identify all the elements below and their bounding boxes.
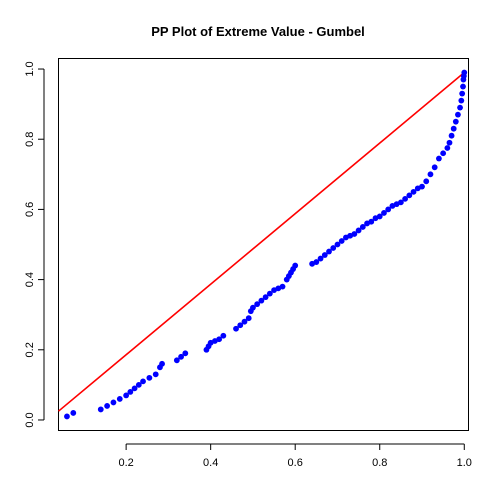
data-point: [123, 392, 130, 399]
data-point: [262, 294, 269, 301]
data-point: [279, 283, 286, 290]
data-point: [127, 388, 134, 395]
data-point: [351, 231, 358, 237]
data-point: [440, 150, 447, 157]
data-point: [460, 83, 466, 90]
data-point: [104, 403, 111, 409]
data-point: [326, 248, 332, 255]
data-point: [461, 69, 468, 76]
x-tick-label: 0.4: [203, 457, 218, 469]
data-point: [313, 259, 320, 265]
data-point: [97, 406, 104, 413]
data-point: [258, 297, 265, 304]
chart-title: PP Plot of Extreme Value - Gumbel: [151, 24, 365, 39]
data-point: [359, 224, 366, 230]
data-point: [410, 188, 417, 195]
data-point: [216, 336, 223, 343]
data-point: [152, 371, 159, 378]
data-point: [237, 322, 244, 329]
data-point: [448, 132, 455, 139]
data-point: [116, 396, 123, 402]
reference-line: [57, 71, 465, 412]
data-point: [458, 97, 465, 104]
data-point: [419, 183, 425, 190]
y-tick-label: 1.0: [24, 61, 36, 76]
data-point: [446, 139, 453, 146]
data-point: [292, 262, 299, 269]
data-point: [131, 385, 138, 392]
data-point: [381, 210, 387, 216]
data-point: [431, 164, 438, 171]
data-point: [457, 104, 463, 111]
data-point: [70, 410, 77, 416]
data-point: [250, 304, 256, 311]
y-tick-label: 0.2: [24, 342, 36, 357]
data-point: [233, 325, 239, 332]
data-point: [368, 218, 375, 225]
data-point: [266, 290, 273, 297]
y-tick-label: 0.4: [24, 272, 36, 287]
x-tick-label: 0.8: [372, 457, 387, 469]
data-point: [317, 255, 324, 262]
data-point: [459, 90, 466, 97]
x-tick-label: 0.6: [288, 457, 303, 469]
x-tick-label: 1.0: [457, 457, 472, 469]
data-point: [173, 357, 180, 364]
y-tick-label: 0.6: [24, 202, 36, 217]
data-point: [241, 318, 248, 325]
reference-line-group: [57, 71, 465, 412]
data-point: [321, 252, 328, 258]
data-point: [423, 178, 430, 185]
data-point: [140, 378, 146, 385]
data-point: [452, 118, 459, 125]
data-point: [178, 353, 184, 360]
data-point: [220, 332, 227, 339]
data-point: [397, 199, 404, 206]
axes: 0.2 0.4 0.6 0.8 1.0 0.0 0.2 0.4 0.6 0.8 1.0: [24, 61, 472, 469]
data-point: [182, 350, 189, 357]
data-point: [338, 238, 345, 244]
data-point: [406, 192, 413, 199]
data-point: [436, 155, 442, 162]
y-tick-label: 0.0: [24, 412, 36, 427]
plot-frame: [58, 58, 469, 431]
data-point: [376, 213, 383, 220]
data-point: [385, 206, 392, 213]
data-point: [245, 315, 252, 322]
data-point: [427, 171, 434, 178]
data-point: [334, 241, 341, 248]
data-point: [159, 360, 165, 367]
data-point: [355, 227, 362, 234]
data-point: [450, 125, 457, 132]
data-points: [64, 69, 468, 420]
x-tick-label: 0.2: [118, 457, 133, 469]
data-point: [135, 381, 142, 388]
data-point: [444, 145, 451, 151]
data-point: [455, 111, 461, 118]
data-point: [146, 374, 153, 381]
y-tick-label: 0.8: [24, 132, 36, 147]
data-point: [330, 245, 337, 251]
data-point: [110, 399, 117, 406]
data-point: [254, 301, 261, 308]
data-point: [402, 195, 408, 202]
data-point: [64, 413, 70, 420]
